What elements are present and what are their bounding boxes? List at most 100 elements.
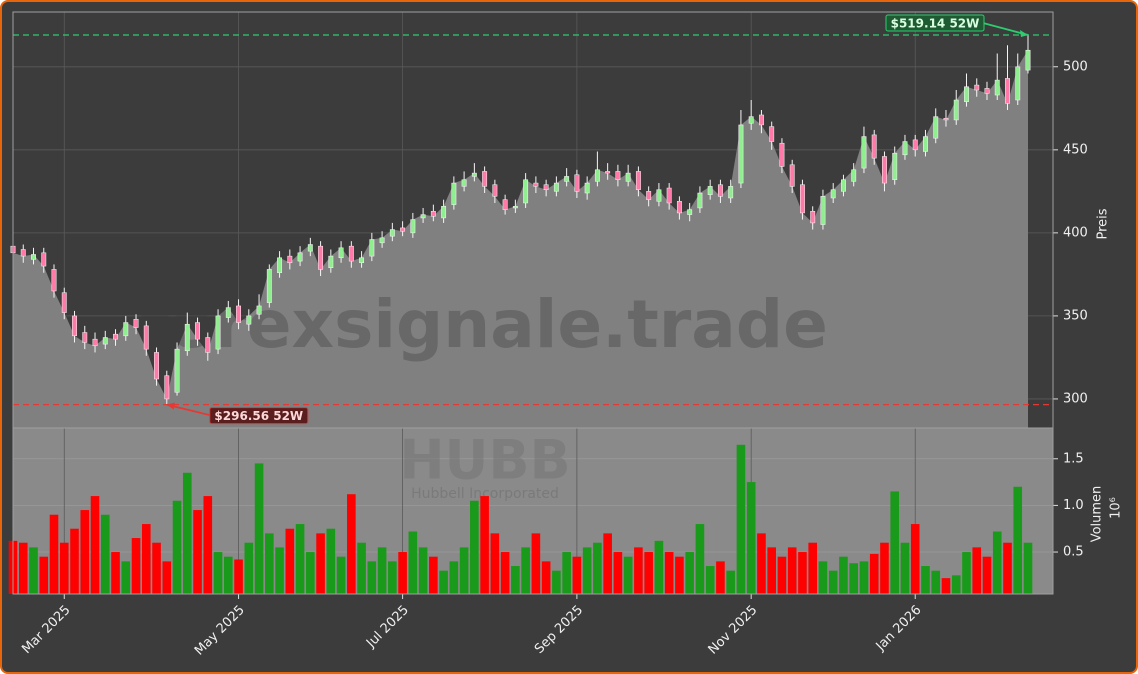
candle-body (72, 315, 77, 337)
volume-bar (39, 556, 49, 594)
candle-body (656, 189, 662, 202)
volume-bar (839, 556, 848, 594)
candle-body (533, 182, 539, 187)
candle-body (953, 99, 959, 121)
candle-body (123, 322, 129, 337)
candle-body (133, 318, 139, 328)
candle-body (102, 337, 108, 345)
x-tick-label: Sep 2025 (532, 603, 586, 657)
volume-bar (808, 542, 817, 594)
volume-bar (818, 561, 828, 594)
candle-body (154, 352, 159, 380)
candle-body (728, 186, 734, 199)
volume-bar (880, 542, 889, 594)
candle-body (502, 199, 508, 210)
volume-bar (285, 528, 295, 594)
y-tick-label: 400 (1063, 225, 1088, 240)
candle-body (892, 152, 898, 180)
volume-bar (613, 552, 623, 594)
volume-bar (962, 552, 971, 594)
candle-body (687, 209, 693, 215)
candle-body (676, 201, 682, 214)
volume-bar (203, 496, 213, 594)
candle-body (738, 124, 744, 184)
y-tick-label: 450 (1063, 142, 1088, 157)
candle-body (512, 206, 518, 209)
volume-bar (439, 570, 448, 594)
volume-bar (244, 542, 254, 594)
volume-bar (408, 531, 418, 594)
volume-bar (685, 552, 694, 594)
volume-bar (80, 510, 90, 594)
candle-body (994, 79, 1000, 96)
volume-bar (295, 524, 305, 594)
volume-bar (459, 547, 469, 594)
volume-bar (562, 552, 571, 594)
candle-body (1005, 78, 1010, 104)
volume-bar (582, 547, 592, 594)
candle-body (543, 184, 549, 190)
candle-body (379, 237, 385, 244)
volume-bar (152, 542, 161, 594)
candle-body (461, 179, 467, 187)
volume-bar (787, 547, 797, 594)
volume-bar (910, 524, 920, 594)
y-axis-label: Preis (1096, 208, 1111, 239)
candle-body (338, 247, 344, 259)
candle-body (471, 172, 477, 177)
candle-body (635, 171, 641, 190)
volume-bar (347, 494, 356, 594)
volume-bar (972, 547, 982, 594)
annotation-label: $296.56 52W (214, 409, 303, 423)
volume-bar (100, 514, 110, 594)
annotation-box (209, 407, 309, 425)
volume-bar (59, 542, 69, 594)
candle-body (492, 184, 498, 197)
candle-body (625, 172, 631, 182)
candle-body (430, 211, 436, 217)
candle-body (1025, 49, 1031, 71)
candle-body (605, 171, 611, 174)
x-tick-label: Nov 2025 (706, 603, 761, 658)
volume-bar (193, 510, 202, 594)
volume-axis-label: Volumen (1090, 486, 1105, 543)
annotation-arrowhead (166, 402, 175, 410)
volume-bar (726, 570, 735, 594)
candle-body (61, 292, 67, 313)
volume-bar (931, 570, 941, 594)
candle-body (964, 86, 969, 102)
volume-bar (593, 542, 602, 594)
candle-body (297, 252, 303, 262)
candle-body (174, 348, 180, 393)
candle-body (974, 84, 980, 91)
volume-bar (162, 561, 172, 594)
volume-bar (603, 533, 612, 594)
x-tick-label: Jan 2026 (873, 603, 925, 655)
volume-bar (254, 463, 264, 594)
volume-bar (849, 563, 859, 594)
volume-bar (1023, 542, 1033, 594)
volume-bar (500, 552, 510, 594)
volume-bar (746, 482, 756, 594)
volume-bar (757, 533, 766, 594)
candle-body (195, 322, 200, 340)
volume-bar (951, 575, 961, 594)
y-tick-label: 1.5 (1063, 451, 1084, 466)
volume-bar (1003, 542, 1012, 594)
candle-body (287, 255, 293, 264)
candle-body (246, 315, 252, 325)
candle-body (143, 325, 149, 350)
volume-bar (511, 566, 520, 594)
annotation-box (885, 14, 985, 32)
candle-body (748, 116, 754, 124)
candle-body (830, 189, 836, 199)
candle-body (646, 191, 652, 200)
candle-body (553, 182, 559, 192)
volume-bar (336, 556, 346, 594)
candle-body (779, 142, 785, 167)
candle-body (707, 186, 713, 195)
volume-bar (357, 542, 366, 594)
candle-body (594, 169, 600, 182)
